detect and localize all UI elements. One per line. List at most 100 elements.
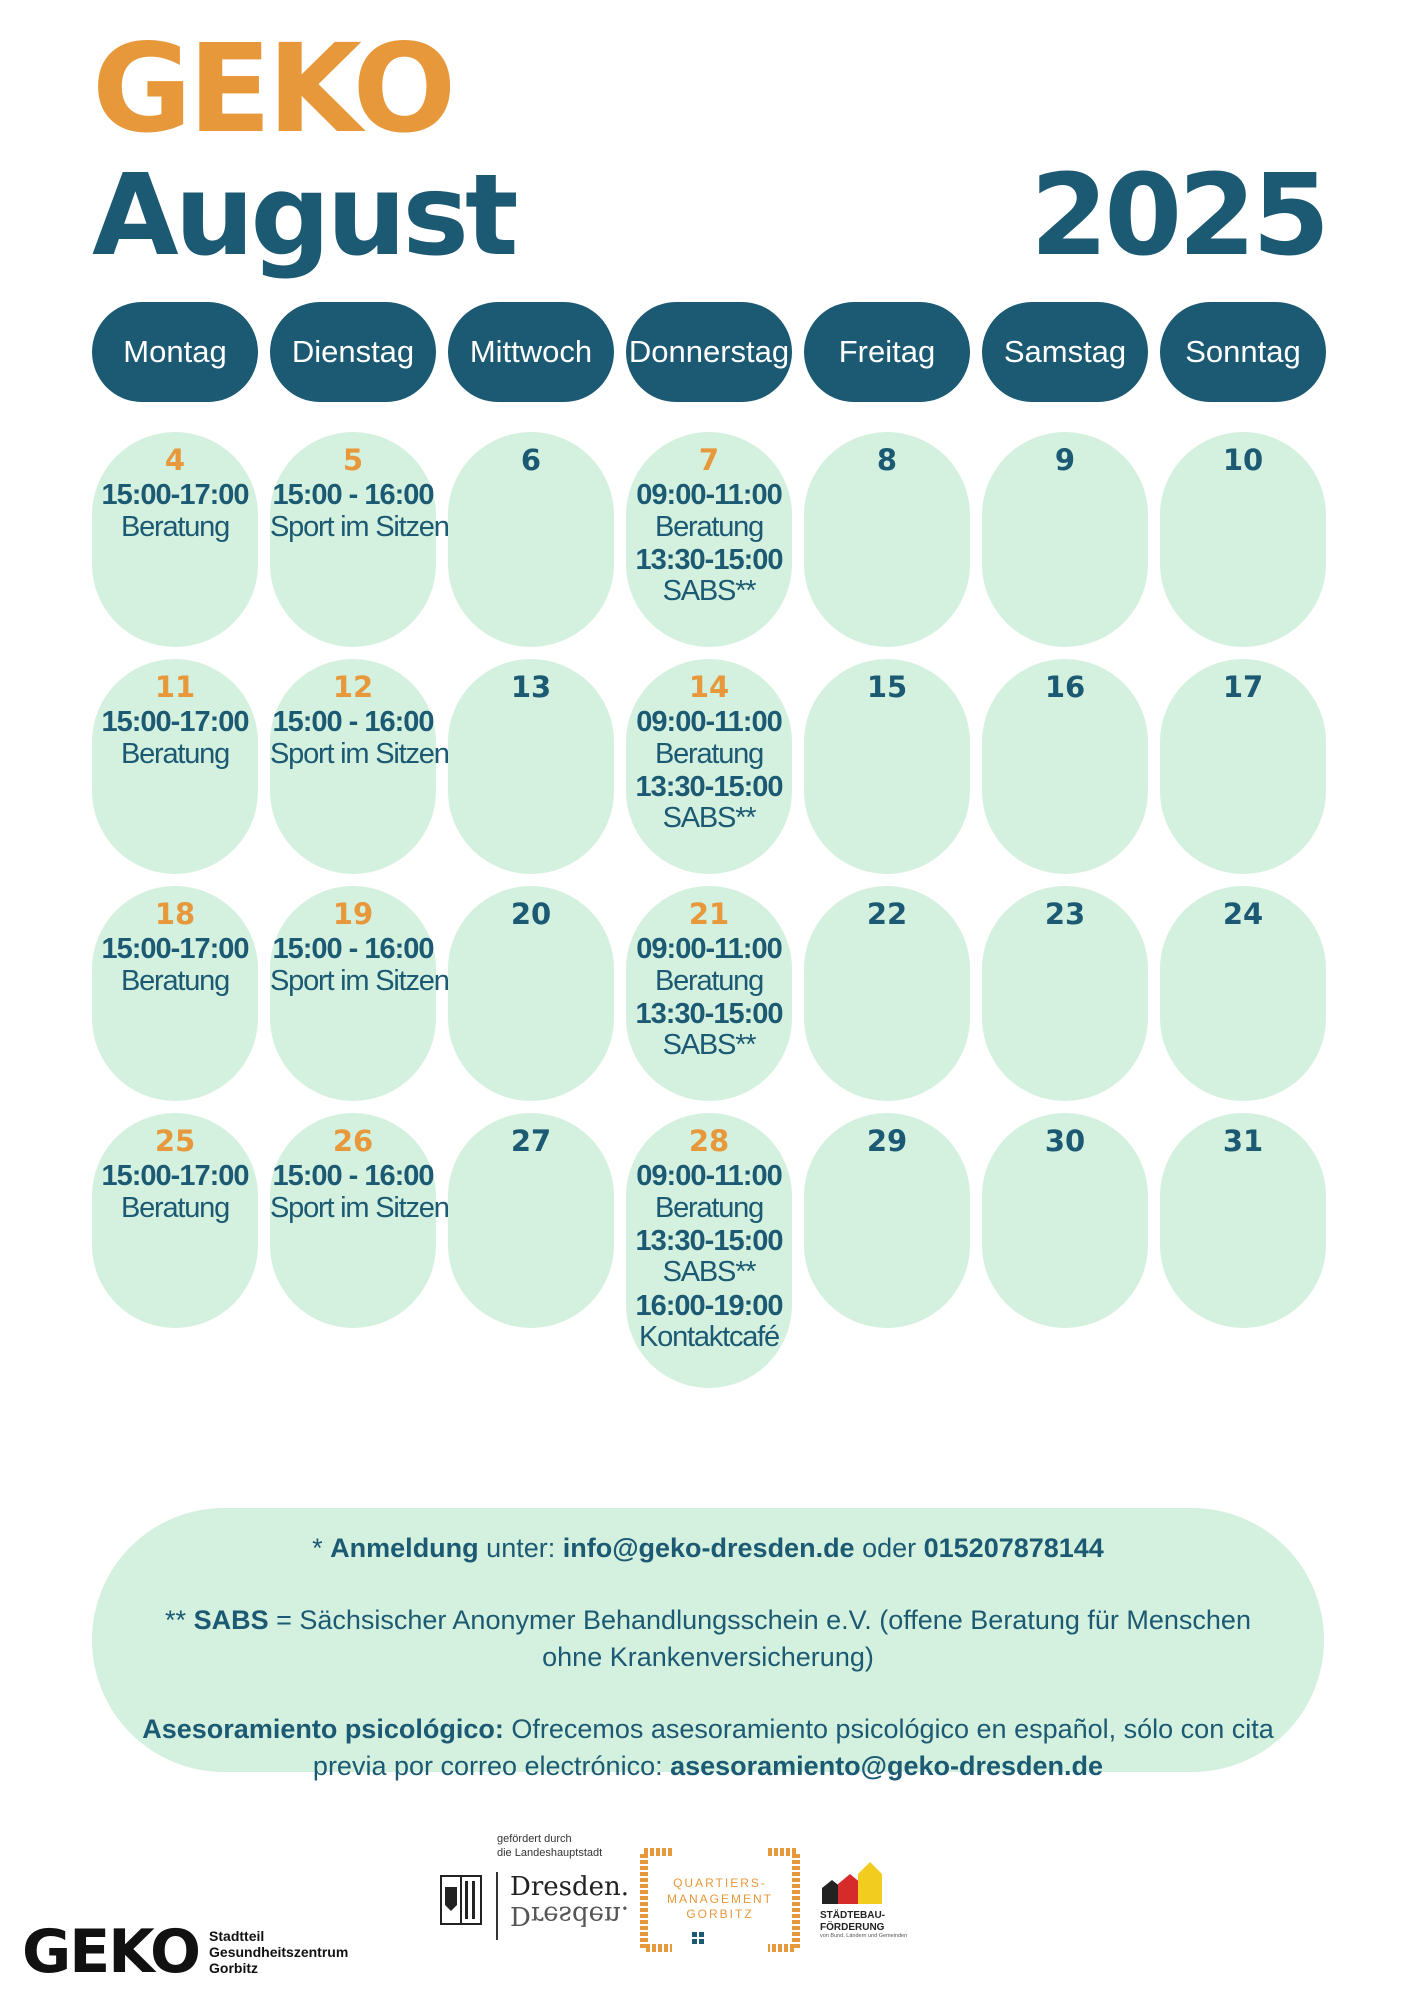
geko-logo-text: GEKO <box>22 1917 201 1987</box>
event-time: 09:00-11:00 <box>636 1160 782 1193</box>
dresden-wordmark-reflection: Dresden. <box>510 1900 630 1930</box>
day-number: 10 <box>1222 443 1264 477</box>
calendar-day-cell: 15 <box>804 659 970 874</box>
event-time: 16:00-19:00 <box>635 1289 784 1322</box>
calendar-day-cell: 13 <box>448 659 614 874</box>
calendar-day-cell: 28 09:00-11:00 Beratung 13:30-15:00 SABS** 16… <box>626 1113 792 1388</box>
house-roofs-icon <box>822 1862 882 1904</box>
calendar-grid: 4 15:00-17:00 Beratung 5 15:00 - 16:00 Sport … <box>92 432 1326 1388</box>
event-name: SABS** <box>662 1256 757 1289</box>
funded-line: die Landeshauptstadt <box>497 1846 603 1859</box>
event-name: Beratung <box>120 1191 230 1224</box>
event-time: 09:00-11:00 <box>636 706 782 739</box>
geko-sub-line: Stadtteil <box>209 1927 265 1944</box>
qm-line: QUARTIERS- <box>673 1876 767 1890</box>
event: 09:00-11:00 Beratung <box>626 933 792 997</box>
registration-label: Anmeldung <box>330 1533 479 1563</box>
registration-phone: 015207878144 <box>923 1533 1104 1563</box>
asterisk: * <box>312 1533 331 1563</box>
info-box: * Anmeldung unter: info@geko-dresden.de … <box>92 1508 1324 1781</box>
calendar-day-cell: 4 15:00-17:00 Beratung <box>92 432 258 647</box>
event: 13:30-15:00 SABS** <box>626 770 792 835</box>
event-time: 13:30-15:00 <box>635 770 784 803</box>
weekday-header-row: Montag Dienstag Mittwoch Donnerstag Frei… <box>92 302 1326 402</box>
calendar-day-cell: 14 09:00-11:00 Beratung 13:30-15:00 SABS** <box>626 659 792 874</box>
qm-line: GORBITZ <box>686 1907 754 1922</box>
event-time: 13:30-15:00 <box>635 543 784 576</box>
event-time: 13:30-15:00 <box>635 1224 784 1257</box>
staedtebaufoerderung-logo: STÄDTEBAU- FÖRDERUNG von Bund, Ländern u… <box>820 1860 910 1940</box>
weekday-saturday: Samstag <box>982 302 1148 402</box>
day-number: 21 <box>688 897 730 931</box>
registration-under: unter: <box>478 1533 563 1563</box>
psych-label: Asesoramiento psicológico: <box>142 1714 504 1745</box>
event-time: 15:00-17:00 <box>101 1160 250 1193</box>
calendar-day-cell: 22 <box>804 886 970 1101</box>
day-number: 24 <box>1222 897 1264 931</box>
day-number: 28 <box>688 1124 730 1158</box>
sbf-subtitle: von Bund, Ländern und Gemeinden <box>820 1933 908 1939</box>
event-name: Beratung <box>120 737 230 770</box>
day-number: 5 <box>342 443 364 477</box>
day-number: 15 <box>866 670 908 704</box>
day-number: 29 <box>866 1124 908 1158</box>
event: 15:00 - 16:00 Sport im Sitzen <box>270 479 450 543</box>
day-number: 18 <box>154 897 196 931</box>
calendar-day-cell: 5 15:00 - 16:00 Sport im Sitzen <box>270 432 450 647</box>
event: 09:00-11:00 Beratung <box>626 706 792 770</box>
dresden-divider <box>496 1872 498 1940</box>
funded-line: gefördert durch <box>497 1833 572 1845</box>
sabs-note: ** SABS = Sächsischer Anonymer Behandlun… <box>142 1602 1274 1675</box>
day-number: 19 <box>332 897 374 931</box>
day-number: 22 <box>866 897 908 931</box>
calendar-day-cell: 8 <box>804 432 970 647</box>
day-number: 12 <box>332 670 374 704</box>
calendar-day-cell: 29 <box>804 1113 970 1328</box>
geko-logo-subtitle: Stadtteil Gesundheitszentrum Gorbitz <box>209 1928 348 1976</box>
calendar-day-cell: 21 09:00-11:00 Beratung 13:30-15:00 SABS** <box>626 886 792 1101</box>
dresden-coat-of-arms-icon <box>440 1875 482 1925</box>
event-time: 15:00-17:00 <box>101 933 250 966</box>
event-name: Beratung <box>654 510 764 543</box>
sabs-prefix: ** <box>165 1605 194 1636</box>
geko-sub-line: Gorbitz <box>209 1960 259 1977</box>
event: 15:00-17:00 Beratung <box>92 706 258 770</box>
calendar-day-cell: 30 <box>982 1113 1148 1328</box>
dresden-wordmark: Dresden. <box>510 1872 630 1902</box>
event-name: Kontaktcafé <box>639 1320 780 1353</box>
qm-bracket-icon <box>640 1848 800 1952</box>
event-name: SABS** <box>662 575 757 608</box>
event: 13:30-15:00 SABS** <box>626 543 792 608</box>
event: 15:00-17:00 Beratung <box>92 1160 258 1224</box>
day-number: 13 <box>510 670 552 704</box>
sbf-line: STÄDTEBAU- <box>820 1910 885 1921</box>
event-name: Beratung <box>654 1191 764 1224</box>
day-number: 11 <box>154 670 196 704</box>
event-name: Beratung <box>654 964 764 997</box>
calendar-day-cell: 17 <box>1160 659 1326 874</box>
event-name: Beratung <box>654 737 764 770</box>
event-time: 15:00 - 16:00 <box>272 933 434 966</box>
event: 13:30-15:00 SABS** <box>626 998 792 1062</box>
day-number: 25 <box>154 1124 196 1158</box>
event-name: SABS** <box>662 1029 757 1062</box>
registration-or: oder <box>854 1533 924 1563</box>
day-number: 6 <box>520 443 542 477</box>
event-name: Sport im Sitzen <box>270 964 450 997</box>
event-time: 15:00 - 16:00 <box>272 479 434 512</box>
sbf-line: FÖRDERUNG <box>820 1921 885 1933</box>
event-time: 15:00-17:00 <box>101 479 250 512</box>
day-number: 7 <box>698 443 720 477</box>
event: 16:00-19:00 Kontaktcafé <box>626 1289 792 1354</box>
day-number: 20 <box>510 897 552 931</box>
registration-note: * Anmeldung unter: info@geko-dresden.de … <box>142 1530 1274 1566</box>
calendar-day-cell: 11 15:00-17:00 Beratung <box>92 659 258 874</box>
event-time: 15:00 - 16:00 <box>272 706 434 739</box>
weekday-tuesday: Dienstag <box>270 302 436 402</box>
calendar-day-cell: 27 <box>448 1113 614 1328</box>
weekday-wednesday: Mittwoch <box>448 302 614 402</box>
event: 15:00 - 16:00 Sport im Sitzen <box>270 706 450 770</box>
weekday-friday: Freitag <box>804 302 970 402</box>
calendar-day-cell: 18 15:00-17:00 Beratung <box>92 886 258 1101</box>
calendar-day-cell: 31 <box>1160 1113 1326 1328</box>
